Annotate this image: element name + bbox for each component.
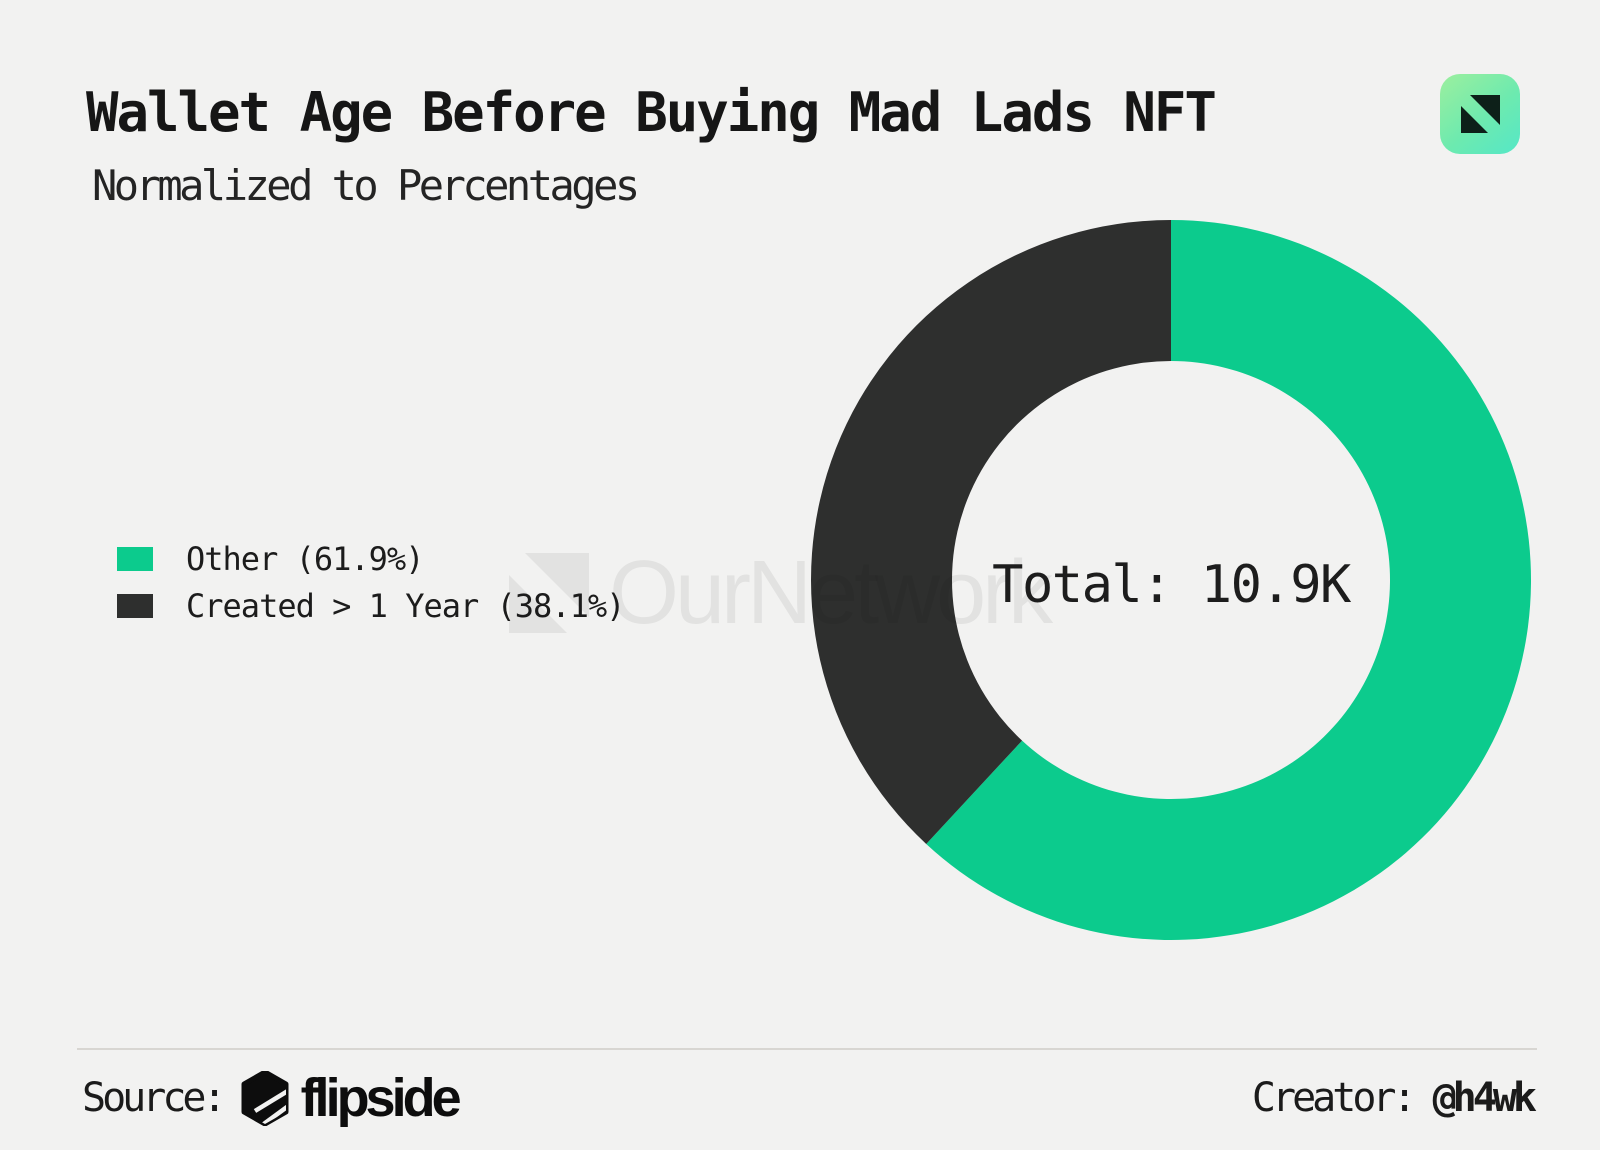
chart-legend: Other (61.9%) Created > 1 Year (38.1%): [117, 540, 625, 634]
legend-item-other: Other (61.9%): [117, 540, 624, 578]
footer-creator: Creator: @h4wk: [1251, 1070, 1537, 1126]
legend-item-created-gt-1-year: Created > 1 Year (38.1%): [117, 587, 625, 625]
ournetwork-app-icon: [1440, 74, 1520, 154]
donut-chart: [811, 220, 1532, 940]
source-label: Source:: [82, 1075, 227, 1121]
legend-swatch-created-gt-1-year: [117, 594, 153, 618]
creator-handle: @h4wk: [1432, 1075, 1537, 1121]
legend-swatch-other: [117, 547, 153, 571]
ournetwork-logo-icon: [1461, 95, 1500, 133]
donut-slice-created-1-year: [811, 220, 1171, 844]
creator-label: Creator:: [1251, 1075, 1417, 1121]
donut-slice-other: [926, 220, 1532, 940]
page-title: Wallet Age Before Buying Mad Lads NFT: [86, 81, 1217, 144]
legend-label-created-gt-1-year: Created > 1 Year (38.1%): [186, 587, 625, 625]
flipside-logo-icon: [241, 1070, 289, 1126]
page-subtitle: Normalized to Percentages: [92, 161, 640, 210]
flipside-wordmark: flipside: [300, 1068, 462, 1128]
footer-source: Source: flipside: [82, 1068, 462, 1128]
donut-center-total: Total: 10.9K: [992, 555, 1351, 615]
footer-divider: [77, 1048, 1537, 1050]
legend-label-other: Other (61.9%): [186, 540, 424, 578]
